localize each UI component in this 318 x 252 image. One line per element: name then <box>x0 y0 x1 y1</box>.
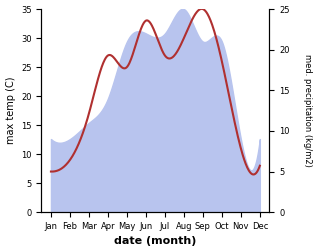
Y-axis label: med. precipitation (kg/m2): med. precipitation (kg/m2) <box>303 54 313 167</box>
X-axis label: date (month): date (month) <box>114 236 197 246</box>
Y-axis label: max temp (C): max temp (C) <box>5 77 16 144</box>
